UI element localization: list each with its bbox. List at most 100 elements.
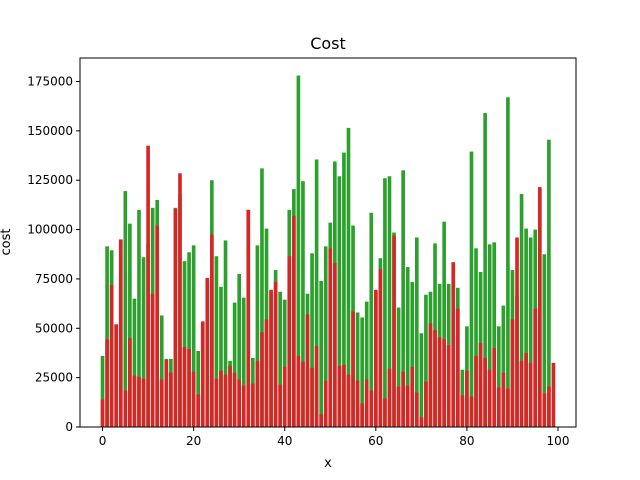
bar-series-2-x-80 xyxy=(465,370,469,427)
y-tick-label-75000: 75000 xyxy=(35,272,73,286)
bar-series-2-x-51 xyxy=(333,263,337,427)
bar-series-2-x-63 xyxy=(387,368,392,427)
bar-series-2-x-76 xyxy=(446,345,451,427)
bar-series-1-x-59 xyxy=(369,212,374,427)
bar-series-2-x-5 xyxy=(123,390,128,427)
x-axis-label: x xyxy=(324,456,332,471)
bar-series-2-x-12 xyxy=(155,225,160,427)
bar-series-2-x-61 xyxy=(378,269,383,427)
bar-series-1-x-87 xyxy=(496,326,501,427)
bar-series-1-x-8 xyxy=(137,209,141,427)
bar-series-2-x-29 xyxy=(232,372,237,427)
bar-series-1-x-1 xyxy=(105,246,109,427)
x-tick-label-60: 60 xyxy=(368,434,383,448)
bar-series-1-x-47 xyxy=(314,159,319,428)
bar-series-2-x-32 xyxy=(246,209,251,427)
bar-series-2-x-35 xyxy=(260,332,264,427)
bar-series-2-x-48 xyxy=(319,414,323,427)
bar-series-1-x-13 xyxy=(159,315,164,427)
bar-series-2-x-24 xyxy=(210,234,214,427)
bar-series-2-x-73 xyxy=(433,330,437,427)
x-tick-label-40: 40 xyxy=(277,434,292,448)
bar-series-2-x-47 xyxy=(314,346,319,427)
bar-series-2-x-9 xyxy=(141,378,146,427)
bar-series-2-x-78 xyxy=(455,308,460,427)
bar-series-1-x-40 xyxy=(282,299,287,427)
bar-series-1-x-63 xyxy=(387,176,392,427)
bar-series-1-x-20 xyxy=(191,245,196,427)
bar-series-2-x-56 xyxy=(355,380,360,427)
bar-series-1-x-18 xyxy=(182,261,187,427)
bar-series-2-x-23 xyxy=(205,277,210,427)
y-tick-label-125000: 125000 xyxy=(27,173,73,187)
bar-series-1-x-81 xyxy=(469,151,474,427)
bar-series-2-x-69 xyxy=(414,392,419,427)
bar-series-1-x-70 xyxy=(419,333,424,427)
bar-series-2-x-42 xyxy=(292,215,296,427)
bar-series-1-x-93 xyxy=(524,228,528,427)
bar-series-2-x-3 xyxy=(114,324,119,427)
bar-series-1-x-39 xyxy=(278,291,282,427)
bar-series-2-x-62 xyxy=(383,398,387,427)
bar-series-2-x-36 xyxy=(264,319,269,427)
bar-series-1-x-29 xyxy=(232,302,237,427)
bar-series-2-x-72 xyxy=(428,323,433,427)
bar-series-2-x-93 xyxy=(524,352,528,427)
bar-series-1-x-48 xyxy=(319,280,323,427)
bar-series-2-x-21 xyxy=(196,394,201,427)
bar-series-2-x-57 xyxy=(360,403,364,427)
plot-frame xyxy=(79,57,577,428)
y-tick-label-175000: 175000 xyxy=(27,74,73,88)
bar-series-1-x-34 xyxy=(255,245,260,427)
bar-series-2-x-0 xyxy=(100,399,105,427)
bar-series-1-x-84 xyxy=(483,113,487,427)
bar-series-2-x-81 xyxy=(469,396,474,427)
bar-series-1-x-46 xyxy=(310,253,314,427)
bar-series-1-x-30 xyxy=(237,273,241,427)
bar-series-2-x-13 xyxy=(159,379,164,427)
bar-series-1-x-9 xyxy=(141,257,146,427)
bar-series-1-x-85 xyxy=(487,244,492,427)
bar-series-2-x-89 xyxy=(506,388,510,427)
y-tick-label-50000: 50000 xyxy=(35,321,73,335)
bar-series-2-x-20 xyxy=(191,371,196,427)
bar-series-2-x-88 xyxy=(501,372,506,427)
bar-series-2-x-49 xyxy=(323,380,328,427)
bar-series-2-x-94 xyxy=(528,362,533,427)
chart-title: Cost xyxy=(310,34,346,53)
bar-series-2-x-74 xyxy=(437,337,442,427)
bar-series-1-x-65 xyxy=(396,307,401,427)
y-tick-label-150000: 150000 xyxy=(27,124,73,138)
bar-series-2-x-86 xyxy=(492,348,497,427)
bar-series-2-x-95 xyxy=(533,308,538,427)
bar-series-1-x-82 xyxy=(474,248,478,427)
bar-series-2-x-90 xyxy=(510,319,515,427)
bar-series-1-x-53 xyxy=(342,152,346,427)
bar-series-2-x-33 xyxy=(251,383,255,427)
bar-series-2-x-41 xyxy=(287,256,292,427)
bar-series-2-x-58 xyxy=(364,379,369,427)
axes xyxy=(79,57,577,428)
bar-series-1-x-27 xyxy=(223,240,228,427)
bar-series-2-x-16 xyxy=(173,208,178,427)
bar-series-1-x-62 xyxy=(383,178,387,427)
bar-series-1-x-88 xyxy=(501,305,506,427)
bar-series-2-x-64 xyxy=(392,235,396,427)
bar-series-2-x-77 xyxy=(451,262,456,427)
bar-series-2-x-8 xyxy=(137,376,141,427)
bar-series-1-x-21 xyxy=(196,350,201,427)
bar-series-1-x-98 xyxy=(547,139,551,428)
bar-series-2-x-4 xyxy=(118,239,123,427)
bar-series-1-x-56 xyxy=(355,312,360,427)
bar-series-2-x-79 xyxy=(460,395,465,427)
y-tick-label-0: 0 xyxy=(65,420,73,434)
bar-series-2-x-11 xyxy=(150,293,155,427)
bar-series-1-x-31 xyxy=(241,297,246,427)
bar-series-2-x-25 xyxy=(214,378,219,427)
bar-series-1-x-19 xyxy=(187,252,191,427)
bar-series-2-x-60 xyxy=(374,289,378,427)
bar-series-2-x-6 xyxy=(128,338,132,427)
bar-series-1-x-6 xyxy=(128,223,132,427)
bar-series-2-x-34 xyxy=(255,360,260,427)
